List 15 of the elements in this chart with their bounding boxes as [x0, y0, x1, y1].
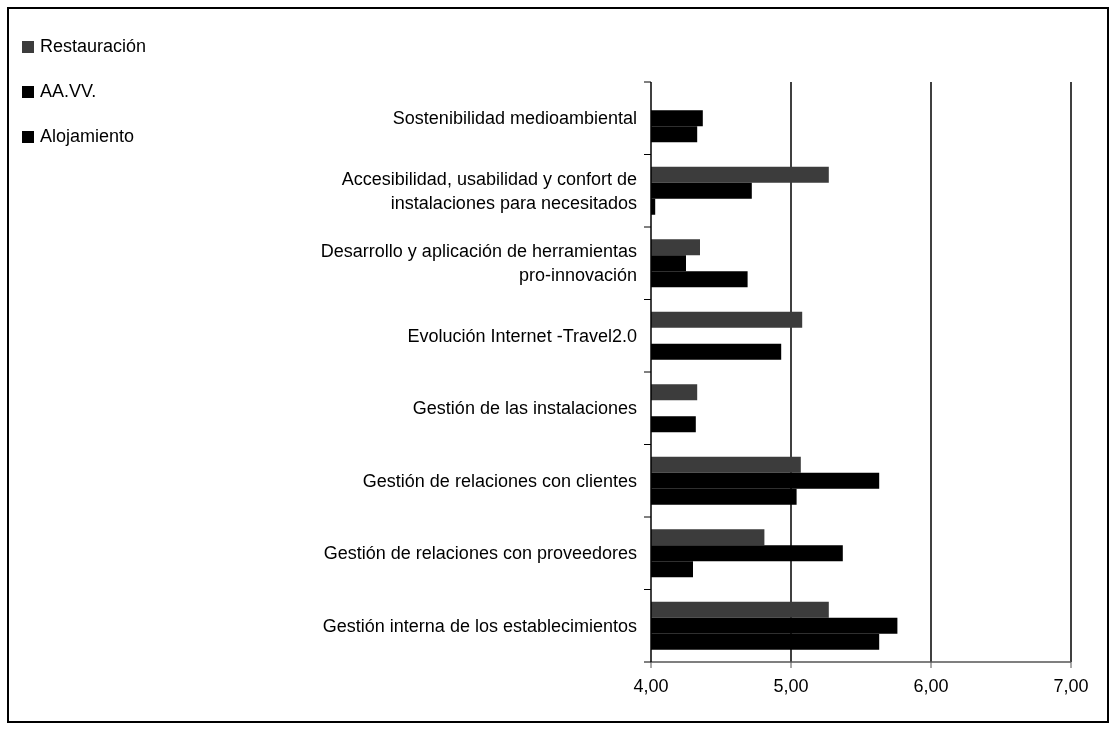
legend-label: Alojamiento — [40, 126, 135, 146]
y-tick-label: Evolución Internet -Travel2.0 — [407, 325, 637, 346]
x-tick-label: 4,00 — [633, 676, 669, 696]
y-tick-label: Gestión interna de los establecimientos — [322, 615, 637, 636]
y-tick-label: Sostenibilidad medioambiental — [392, 108, 637, 129]
y-tick-label: Gestión de las instalaciones — [412, 398, 637, 419]
y-tick-label: Accesibilidad, usabilidad y confort de instalaciones para necesitados — [341, 168, 637, 213]
legend-label: Restauración — [40, 36, 147, 56]
x-tick-label: 6,00 — [913, 676, 949, 696]
y-tick-label: Desarrollo y aplicación de herramientas pro-innovación — [320, 241, 637, 286]
y-tick-label: Gestión de relaciones con clientes — [362, 470, 637, 491]
legend-label: AA.VV. — [40, 81, 97, 101]
x-tick-label: 5,00 — [773, 676, 809, 696]
x-tick-label: 7,00 — [1053, 676, 1089, 696]
y-tick-label: Gestión de relaciones con proveedores — [323, 543, 637, 564]
